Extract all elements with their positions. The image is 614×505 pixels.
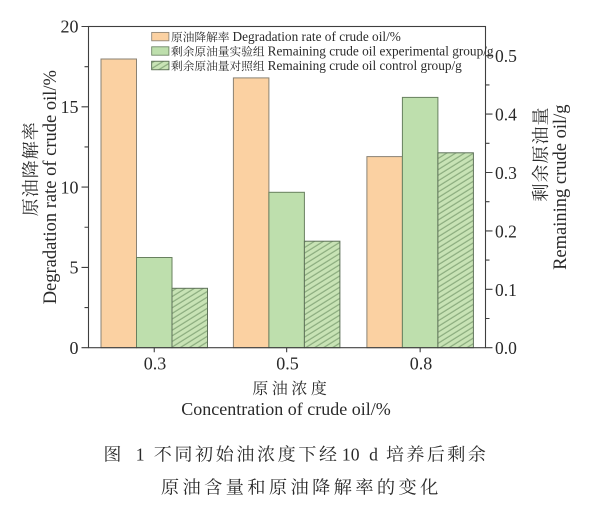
svg-text:Remaining crude oil control gr: Remaining crude oil control group/g bbox=[268, 58, 463, 73]
svg-text:0.3: 0.3 bbox=[495, 163, 517, 183]
svg-text:0.4: 0.4 bbox=[495, 105, 517, 125]
svg-text:0.0: 0.0 bbox=[495, 338, 517, 358]
svg-text:0: 0 bbox=[70, 338, 79, 358]
svg-text:0.8: 0.8 bbox=[410, 354, 433, 374]
svg-text:10: 10 bbox=[61, 177, 79, 197]
svg-text:10: 10 bbox=[342, 445, 360, 465]
svg-text:Concentration of crude oil/%: Concentration of crude oil/% bbox=[181, 399, 390, 419]
svg-text:Remaining crude oil/g: Remaining crude oil/g bbox=[551, 104, 571, 269]
svg-text:Remaining crude oil experiment: Remaining crude oil experimental group/g bbox=[268, 44, 494, 59]
svg-text:Degradation rate of crude oil/: Degradation rate of crude oil/% bbox=[233, 29, 401, 44]
svg-text:1: 1 bbox=[136, 445, 145, 465]
svg-text:5: 5 bbox=[70, 258, 79, 278]
svg-text:0.3: 0.3 bbox=[144, 354, 167, 374]
svg-text:0.1: 0.1 bbox=[495, 280, 517, 300]
svg-text:0.5: 0.5 bbox=[276, 354, 299, 374]
svg-text:0.2: 0.2 bbox=[495, 221, 517, 241]
svg-text:Degradation rate of crude oil/: Degradation rate of crude oil/% bbox=[41, 70, 61, 304]
svg-text:15: 15 bbox=[61, 97, 79, 117]
svg-text:d: d bbox=[369, 445, 378, 465]
svg-text:20: 20 bbox=[61, 17, 79, 37]
svg-text:0.5: 0.5 bbox=[495, 46, 517, 66]
